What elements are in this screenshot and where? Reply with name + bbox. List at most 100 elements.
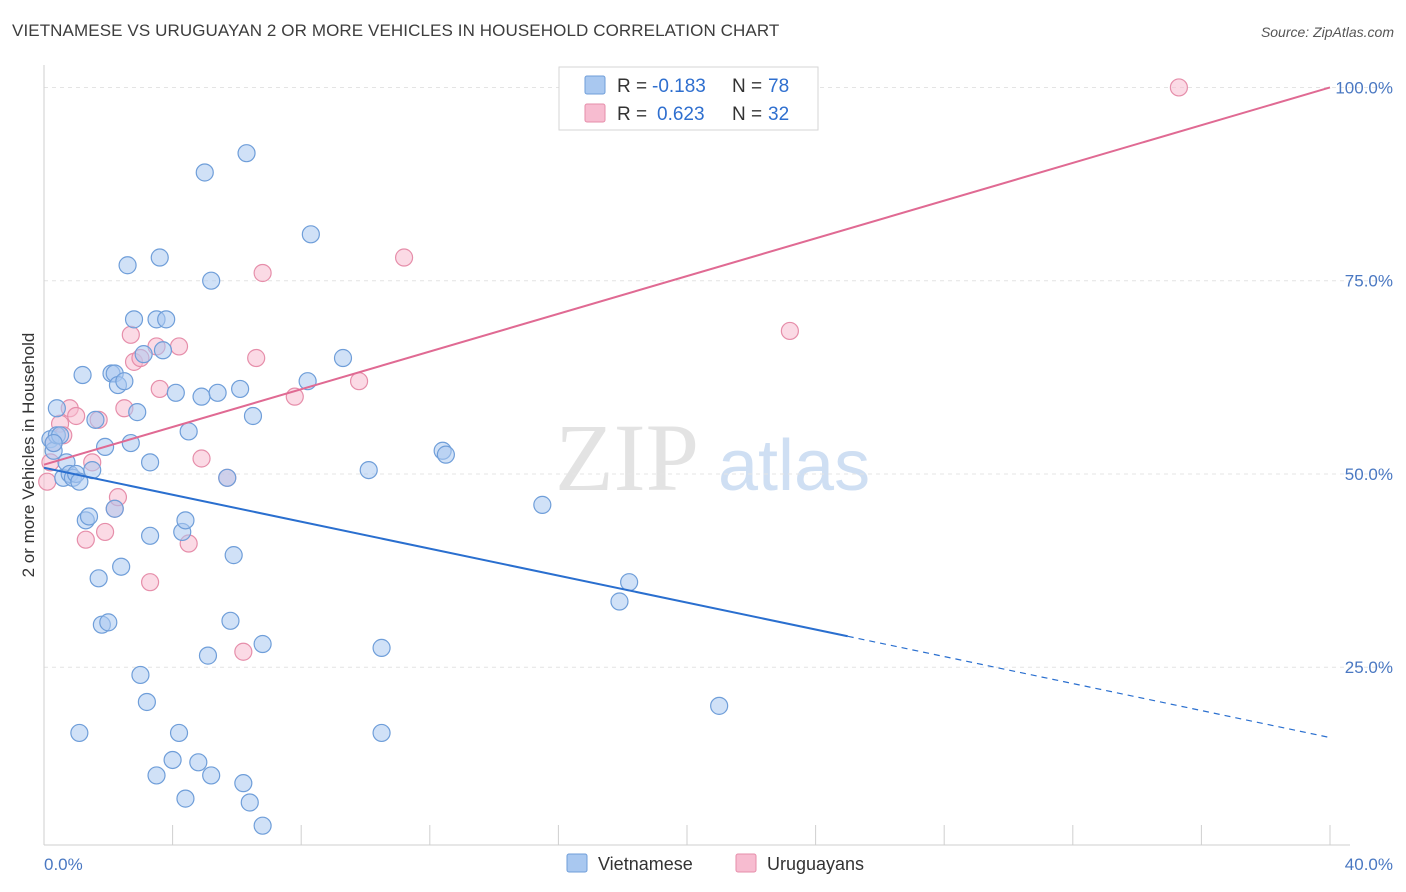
point-uruguayans-26 (253, 263, 272, 283)
point-vietnamese-71 (436, 445, 455, 464)
point-vietnamese-11 (73, 365, 92, 385)
point-vietnamese-36 (147, 766, 166, 785)
point-vietnamese-26 (118, 256, 137, 275)
point-vietnamese-63 (253, 816, 272, 835)
point-uruguayans-24 (234, 642, 253, 661)
point-uruguayans-29 (394, 248, 414, 267)
point-vietnamese-56 (224, 546, 243, 565)
bottom-legend-swatch-uruguayans (735, 853, 757, 873)
point-uruguayans-31 (1169, 78, 1188, 97)
point-vietnamese-58 (234, 774, 253, 793)
point-vietnamese-57 (231, 379, 250, 399)
bottom-legend-label-vietnamese: Vietnamese (598, 854, 693, 874)
point-uruguayans-6 (67, 406, 86, 426)
point-vietnamese-66 (333, 348, 353, 368)
point-vietnamese-15 (86, 410, 105, 429)
trendline-vietnamese (43, 466, 848, 638)
point-vietnamese-76 (70, 723, 89, 743)
point-vietnamese-49 (195, 163, 214, 182)
point-vietnamese-51 (202, 271, 221, 290)
data-points (38, 78, 1188, 835)
point-vietnamese-37 (150, 248, 169, 267)
point-uruguayans-17 (140, 573, 160, 592)
point-vietnamese-42 (169, 723, 189, 743)
legend: R = -0.183 N = 78 R = 0.623 N = 32 (558, 66, 819, 131)
legend-n-label-vietnamese: N = (732, 76, 762, 97)
point-vietnamese-19 (99, 613, 118, 632)
point-vietnamese-38 (153, 341, 173, 360)
point-uruguayans-14 (121, 325, 140, 344)
source-credit: Source: ZipAtlas.com (1260, 24, 1394, 40)
point-vietnamese-74 (620, 573, 639, 592)
y-tick-label-25: 25.0% (1345, 658, 1393, 677)
legend-r-label-vietnamese: R = (617, 76, 647, 97)
point-vietnamese-61 (243, 406, 263, 426)
point-vietnamese-53 (208, 383, 227, 402)
point-vietnamese-60 (240, 793, 259, 812)
point-vietnamese-16 (89, 569, 108, 588)
point-vietnamese-65 (301, 225, 320, 244)
y-tick-label-75: 75.0% (1345, 272, 1393, 291)
point-vietnamese-28 (124, 310, 144, 329)
legend-n-label-uruguayans: N = (732, 104, 762, 125)
point-vietnamese-54 (218, 468, 237, 487)
x-tick-label-max: 40.0% (1345, 855, 1393, 874)
point-uruguayans-28 (349, 372, 369, 391)
point-vietnamese-31 (134, 345, 153, 364)
point-vietnamese-75 (710, 696, 729, 715)
point-vietnamese-22 (105, 499, 124, 518)
legend-r-label-uruguayans: R = (617, 104, 647, 125)
point-vietnamese-73 (610, 592, 629, 611)
point-uruguayans-0 (38, 472, 57, 491)
y-tick-label-100: 100.0% (1335, 78, 1393, 97)
point-vietnamese-30 (131, 665, 150, 685)
watermark-zip: ZIP (555, 404, 699, 511)
point-uruguayans-7 (76, 530, 95, 549)
point-uruguayans-20 (169, 337, 189, 356)
x-tick-label-min: 0.0% (44, 855, 83, 874)
legend-n-value-vietnamese: 78 (768, 76, 789, 97)
legend-r-value-uruguayans: 0.623 (657, 104, 705, 125)
point-vietnamese-39 (157, 310, 176, 329)
point-vietnamese-24 (112, 557, 131, 576)
point-vietnamese-77 (44, 433, 63, 453)
x-ticks (43, 825, 1331, 845)
point-vietnamese-32 (137, 692, 156, 712)
y-tick-label-50: 50.0% (1345, 465, 1393, 484)
axes (43, 65, 1350, 846)
point-vietnamese-68 (372, 638, 391, 657)
bottom-legend-swatch-vietnamese (566, 853, 588, 873)
point-uruguayans-10 (95, 522, 115, 542)
watermark-atlas: atlas (718, 426, 870, 506)
point-vietnamese-50 (198, 646, 218, 665)
point-vietnamese-69 (372, 723, 391, 743)
point-uruguayans-30 (780, 321, 799, 341)
point-vietnamese-34 (140, 453, 160, 472)
legend-n-value-uruguayans: 32 (768, 104, 789, 125)
bottom-legend: Vietnamese Uruguayans (566, 853, 864, 874)
trend-lines (43, 86, 1331, 739)
point-vietnamese-47 (189, 753, 208, 772)
point-vietnamese-33 (140, 526, 160, 545)
point-uruguayans-22 (192, 449, 211, 468)
point-uruguayans-19 (150, 379, 169, 399)
point-vietnamese-52 (202, 766, 221, 785)
point-vietnamese-45 (179, 422, 198, 441)
point-vietnamese-3 (47, 399, 66, 418)
point-vietnamese-13 (79, 507, 99, 526)
y-tick-labels: 25.0% 50.0% 75.0% 100.0% (1335, 78, 1393, 677)
point-vietnamese-40 (163, 750, 182, 770)
point-vietnamese-67 (359, 460, 378, 480)
point-vietnamese-44 (176, 511, 195, 530)
point-vietnamese-59 (237, 144, 256, 163)
point-vietnamese-72 (533, 495, 552, 514)
bottom-legend-label-uruguayans: Uruguayans (767, 854, 864, 874)
trendline-vietnamese-extension (847, 635, 1331, 739)
point-vietnamese-29 (128, 403, 147, 422)
y-axis-title: 2 or more Vehicles in Household (19, 333, 38, 578)
point-vietnamese-10 (70, 472, 89, 491)
point-vietnamese-48 (192, 387, 211, 406)
legend-r-value-vietnamese: -0.183 (652, 76, 706, 97)
legend-swatch-vietnamese (584, 75, 606, 95)
